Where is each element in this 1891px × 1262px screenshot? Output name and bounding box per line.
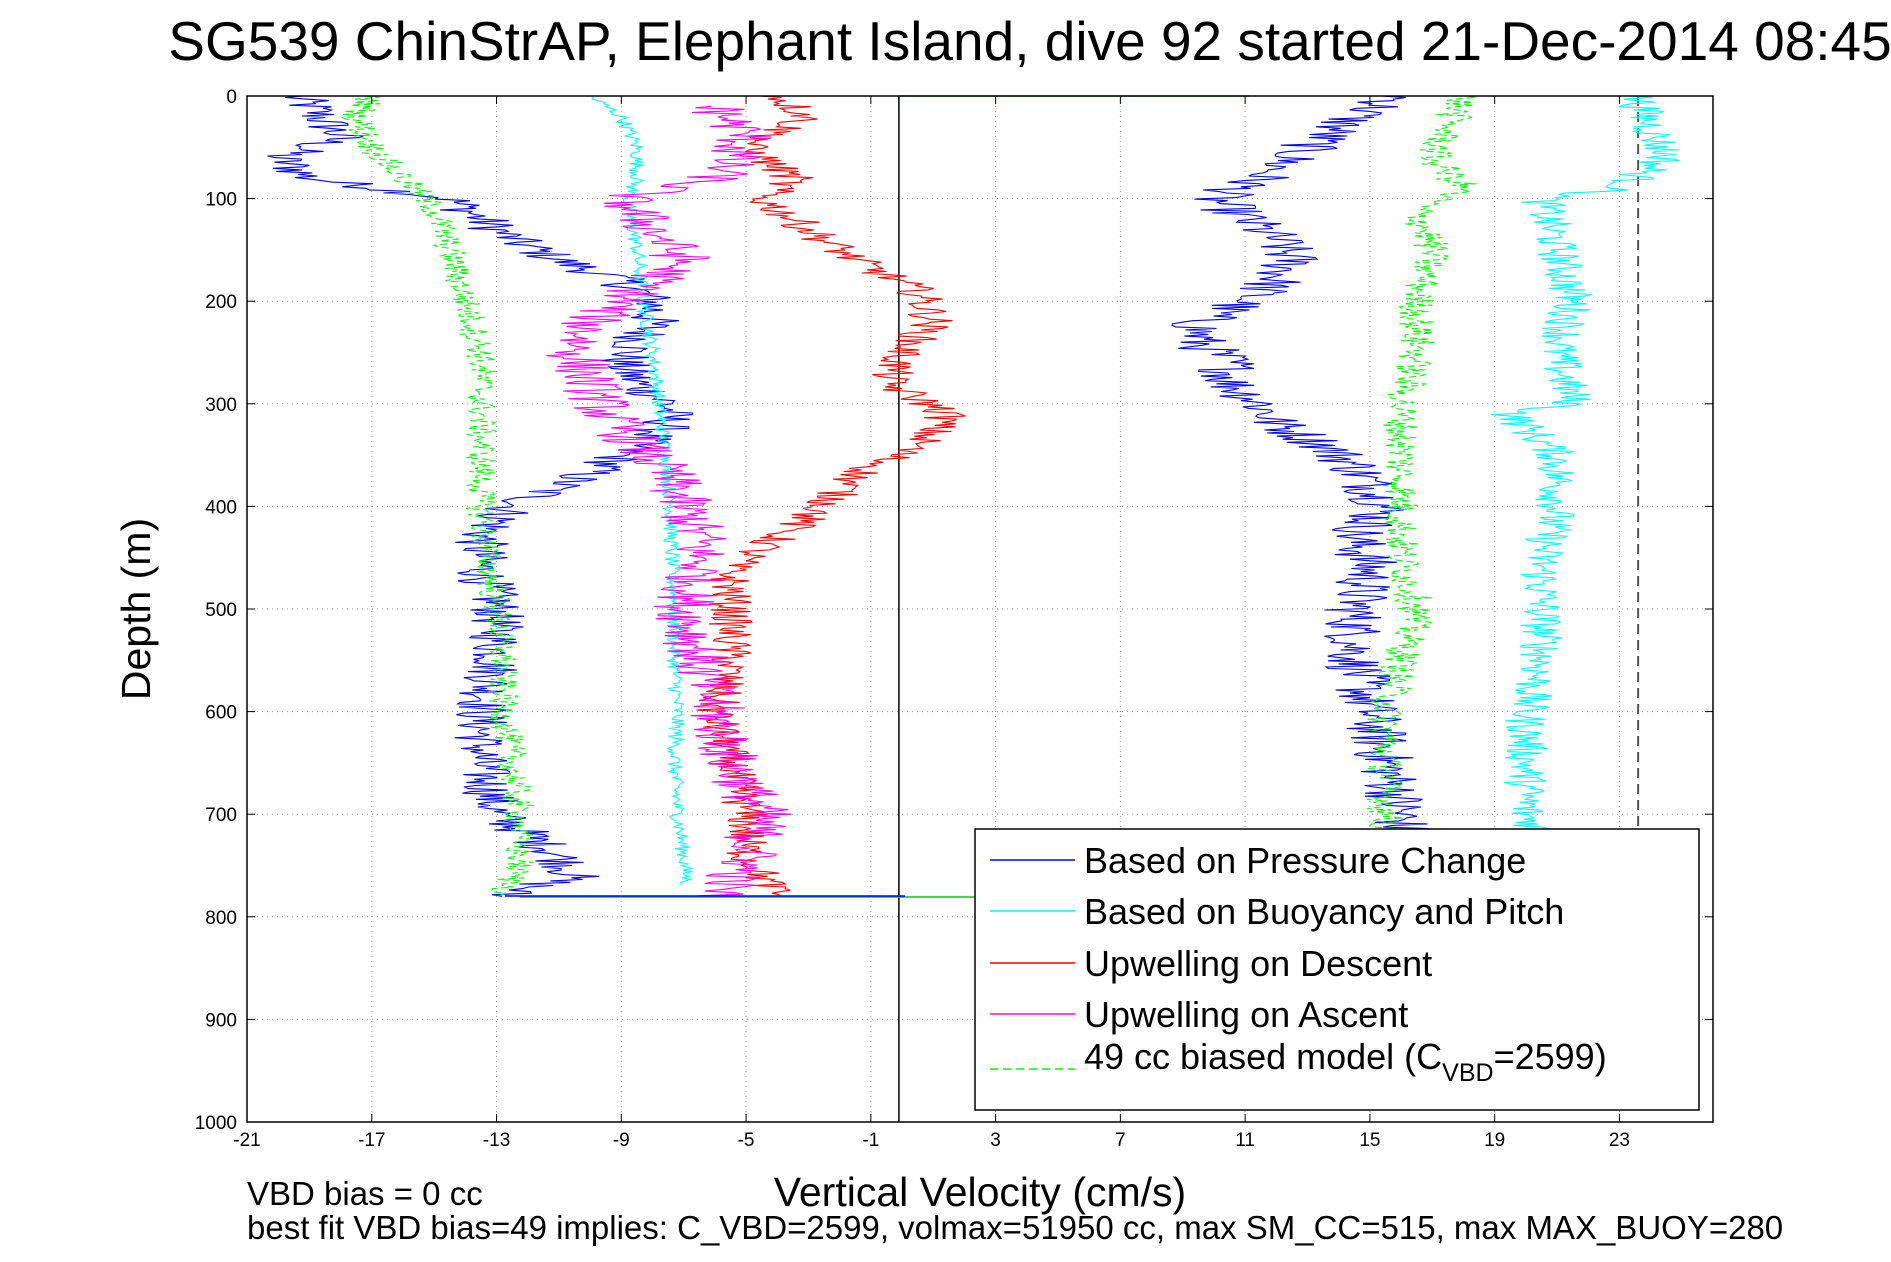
x-tick-label: 15 — [1359, 1130, 1380, 1151]
footer-best-fit: best fit VBD bias=49 implies: C_VBD=2599… — [247, 1209, 1783, 1246]
y-tick-label: 800 — [205, 908, 237, 929]
footer-vbd-bias: VBD bias = 0 cc — [247, 1175, 483, 1212]
x-tick-label: -13 — [483, 1130, 510, 1151]
x-tick-label: 23 — [1609, 1130, 1630, 1151]
series-line-0 — [267, 95, 693, 897]
x-axis-title: Vertical Velocity (cm/s) — [774, 1169, 1186, 1215]
series-line-4 — [696, 95, 966, 897]
legend-label-model-main: 49 cc biased model (C — [1084, 1036, 1442, 1077]
legend: Based on Pressure Change Based on Buoyan… — [974, 828, 1700, 1111]
x-tick-label: -5 — [738, 1130, 755, 1151]
x-tick-label: 11 — [1235, 1130, 1255, 1151]
series-line-1 — [1171, 95, 1429, 836]
legend-label-pressure: Based on Pressure Change — [1084, 840, 1526, 881]
series-line-7 — [1365, 95, 1477, 836]
y-tick-label: 700 — [205, 805, 237, 826]
y-tick-label: 1000 — [195, 1113, 237, 1134]
series-line-3 — [1490, 95, 1679, 835]
y-tick-label: 400 — [205, 497, 237, 518]
y-tick-label: 0 — [226, 87, 237, 108]
legend-box — [974, 828, 1700, 1111]
y-tick-label: 100 — [205, 190, 237, 211]
y-tick-label: 600 — [205, 703, 237, 724]
x-tick-label: -21 — [233, 1130, 260, 1151]
y-axis-ticks: 0 100 200 300 400 500 600 700 800 900 1000 — [195, 87, 1713, 1134]
legend-label-model: 49 cc biased model (CVBD=2599) — [1084, 1036, 1607, 1087]
x-axis-ticks: -21 -17 -13 -9 -5 -1 3 7 11 15 19 23 — [233, 96, 1630, 1151]
x-tick-label: 3 — [990, 1130, 1001, 1151]
y-axis-title: Depth (m) — [113, 518, 159, 700]
y-tick-label: 300 — [205, 395, 237, 416]
y-tick-label: 500 — [205, 600, 237, 621]
x-tick-label: -1 — [862, 1130, 879, 1151]
x-tick-label: -9 — [613, 1130, 630, 1151]
legend-label-descent: Upwelling on Descent — [1084, 943, 1432, 984]
series-line-6 — [340, 95, 535, 897]
chart-title: SG539 ChinStrAP, Elephant Island, dive 9… — [168, 10, 1891, 72]
y-tick-label: 900 — [205, 1010, 237, 1031]
legend-label-ascent: Upwelling on Ascent — [1084, 994, 1408, 1035]
legend-label-model-end: =2599) — [1494, 1036, 1607, 1077]
series-group — [267, 95, 1679, 897]
x-tick-label: -17 — [358, 1130, 385, 1151]
series-line-5 — [546, 105, 792, 897]
legend-label-buoyancy: Based on Buoyancy and Pitch — [1084, 891, 1564, 932]
x-tick-label: 7 — [1115, 1130, 1126, 1151]
x-tick-label: 19 — [1484, 1130, 1505, 1151]
y-tick-label: 200 — [205, 292, 237, 313]
legend-label-model-sub: VBD — [1442, 1059, 1493, 1087]
